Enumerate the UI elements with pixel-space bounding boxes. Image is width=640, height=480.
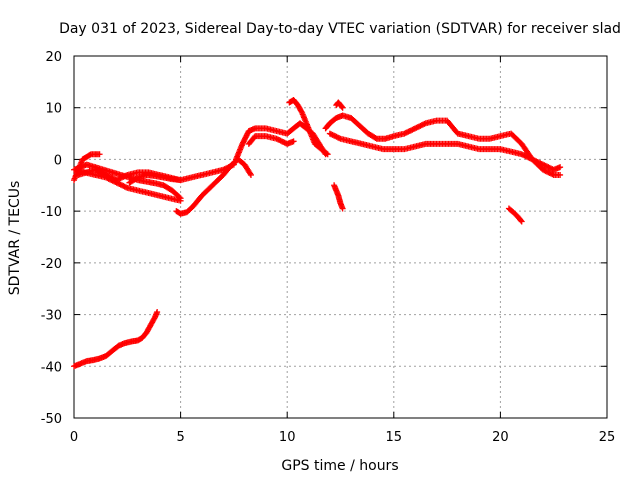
y-tick-label: -20: [41, 257, 62, 272]
series-trace-d: [75, 161, 237, 184]
grid-lines: [74, 56, 607, 418]
axes-border: [73, 55, 608, 419]
series-trace-o: [71, 308, 161, 370]
x-tick-label: 10: [279, 430, 296, 445]
x-tick-label: 20: [492, 430, 509, 445]
x-tick-label: 25: [599, 430, 616, 445]
y-tick-label: -50: [41, 412, 62, 427]
data-points: [71, 96, 564, 370]
data-point: [247, 171, 254, 178]
data-point: [557, 171, 564, 178]
data-point: [339, 205, 346, 212]
data-point: [338, 103, 345, 110]
data-point: [324, 151, 331, 158]
series-trace-f: [173, 156, 254, 217]
y-tick-label: 20: [45, 50, 62, 65]
series-trace-k: [326, 130, 564, 173]
data-point: [154, 308, 161, 315]
plot-frame: [73, 55, 608, 419]
x-tick-label: 0: [70, 430, 78, 445]
data-point: [323, 150, 330, 157]
x-axis-ticks: 0 5 10 15 20 25: [70, 56, 615, 445]
y-axis-label: SDTVAR / TECUs: [7, 181, 23, 296]
data-point: [247, 170, 254, 177]
series-trace-j: [322, 112, 564, 178]
data-point: [96, 151, 103, 158]
y-tick-label: -40: [41, 360, 62, 375]
data-point: [177, 197, 184, 204]
data-point: [298, 108, 305, 115]
x-axis-label: GPS time / hours: [281, 458, 398, 474]
data-point: [557, 164, 564, 171]
series-trace-i: [286, 96, 331, 158]
data-point: [339, 104, 346, 111]
series-trace-h: [245, 133, 297, 147]
y-tick-label: -10: [41, 205, 62, 220]
data-point: [518, 218, 525, 225]
series-trace-e: [126, 171, 184, 186]
y-tick-label: -30: [41, 309, 62, 324]
y-tick-label: 10: [45, 102, 62, 117]
data-point: [290, 138, 297, 145]
data-point: [177, 177, 184, 184]
data-point: [517, 217, 524, 224]
series-trace-m: [331, 182, 346, 212]
x-tick-label: 5: [176, 430, 184, 445]
y-tick-label: 0: [54, 153, 62, 168]
series-trace-l: [333, 99, 346, 111]
series-trace-n: [505, 205, 525, 225]
chart-title: Day 031 of 2023, Sidereal Day-to-day VTE…: [59, 21, 621, 37]
y-axis-ticks: -50 -40 -30 -20 -10 0 10 20: [41, 50, 607, 427]
x-tick-label: 15: [386, 430, 403, 445]
